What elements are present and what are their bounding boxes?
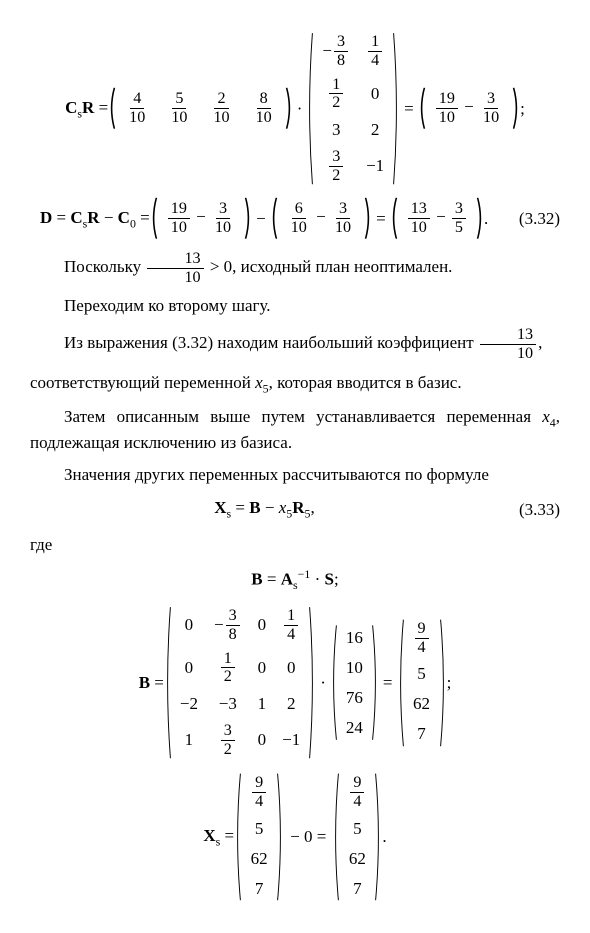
equals-1: = xyxy=(404,97,414,121)
equation-xs: Xs = 94 5627 − 0 = 94 5627 . xyxy=(30,771,560,903)
equation-b-calc: B = 0−38014 01200 −2−312 1320−1 · 161076… xyxy=(30,604,560,761)
d-result: 1310 − 35 xyxy=(390,197,484,240)
equation-d: D = CsR − C0 = 1910 − 310 − 610 − 310 = … xyxy=(30,197,560,240)
para-2: Переходим ко второму шагу. xyxy=(30,294,560,318)
d-lhs: D = CsR − C0 = xyxy=(40,206,150,232)
b-vector-s: 16107624 xyxy=(330,623,379,742)
para-where: где xyxy=(30,533,560,557)
d-term-a: 1910 − 310 xyxy=(150,197,252,240)
equation-333: Xs = B − x5R5, (3.33) xyxy=(30,496,560,522)
para3-text-a: Из выражения (3.32) находим наибольший к… xyxy=(64,333,478,352)
equation-csr: CsR = 410 510 210 810 · −3814 120 32 32−… xyxy=(30,30,560,187)
para3-frac: 1310 xyxy=(480,326,536,363)
xs-vec2: 94 5627 xyxy=(332,771,382,903)
csr-result: 1910 − 310 xyxy=(418,87,520,130)
para1-frac: 1310 xyxy=(147,250,203,287)
xs-vec1: 94 5627 xyxy=(234,771,284,903)
b-result: 94 5627 xyxy=(397,617,447,749)
para-1: Поскольку 1310 > 0, исходный план неопти… xyxy=(30,250,560,287)
dot-1: · xyxy=(297,97,303,121)
para-6: Значения других переменных рассчитываютс… xyxy=(30,463,560,487)
d-term-b: 610 − 310 xyxy=(270,197,372,240)
xs-lhs: Xs = xyxy=(203,824,234,850)
eq-num-333: (3.33) xyxy=(499,498,560,522)
csr-matrix-r: −3814 120 32 32−1 xyxy=(306,30,400,187)
csr-lhs: CsR = xyxy=(65,96,108,122)
para-4: соответствующий переменной x5, которая в… xyxy=(30,371,560,397)
equation-b-def: B = As−1 · S; xyxy=(30,566,560,594)
eq-num-332: (3.32) xyxy=(499,207,560,231)
b-lhs: B = xyxy=(139,671,164,695)
b-matrix-a: 0−38014 01200 −2−312 1320−1 xyxy=(164,604,316,761)
csr-row-vector: 410 510 210 810 xyxy=(108,87,293,130)
semicolon-1: ; xyxy=(520,97,525,121)
para3-text-b: , xyxy=(538,333,542,352)
eq333-body: Xs = B − x5R5, xyxy=(214,496,314,522)
para-3: Из выражения (3.32) находим наибольший к… xyxy=(30,326,560,363)
para-5: Затем описанным выше путем устанавливает… xyxy=(30,405,560,455)
para1-text-a: Поскольку xyxy=(64,257,145,276)
para1-text-b: > 0, исходный план неоптимален. xyxy=(210,257,453,276)
